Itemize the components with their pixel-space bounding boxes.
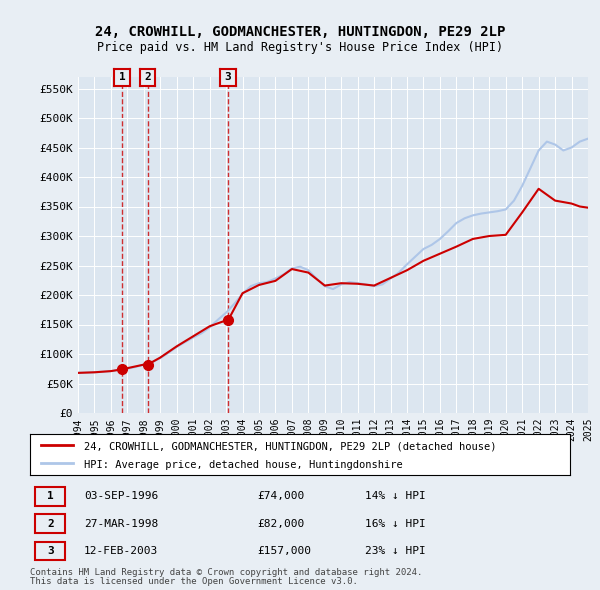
Text: 23% ↓ HPI: 23% ↓ HPI	[365, 546, 425, 556]
Text: 16% ↓ HPI: 16% ↓ HPI	[365, 519, 425, 529]
FancyBboxPatch shape	[35, 514, 65, 533]
FancyBboxPatch shape	[35, 487, 65, 506]
Text: 24, CROWHILL, GODMANCHESTER, HUNTINGDON, PE29 2LP (detached house): 24, CROWHILL, GODMANCHESTER, HUNTINGDON,…	[84, 442, 497, 452]
Text: Contains HM Land Registry data © Crown copyright and database right 2024.: Contains HM Land Registry data © Crown c…	[30, 568, 422, 576]
Text: £74,000: £74,000	[257, 491, 304, 502]
Text: 2: 2	[144, 73, 151, 82]
FancyBboxPatch shape	[35, 542, 65, 560]
Text: 3: 3	[47, 546, 53, 556]
Text: This data is licensed under the Open Government Licence v3.0.: This data is licensed under the Open Gov…	[30, 577, 358, 586]
Text: 14% ↓ HPI: 14% ↓ HPI	[365, 491, 425, 502]
Text: HPI: Average price, detached house, Huntingdonshire: HPI: Average price, detached house, Hunt…	[84, 460, 403, 470]
Text: 03-SEP-1996: 03-SEP-1996	[84, 491, 158, 502]
Text: 12-FEB-2003: 12-FEB-2003	[84, 546, 158, 556]
Text: £157,000: £157,000	[257, 546, 311, 556]
Text: Price paid vs. HM Land Registry's House Price Index (HPI): Price paid vs. HM Land Registry's House …	[97, 41, 503, 54]
Text: £82,000: £82,000	[257, 519, 304, 529]
Text: 27-MAR-1998: 27-MAR-1998	[84, 519, 158, 529]
Text: 2: 2	[47, 519, 53, 529]
Text: 3: 3	[224, 73, 232, 82]
Text: 1: 1	[47, 491, 53, 502]
Text: 1: 1	[119, 73, 125, 82]
Text: 24, CROWHILL, GODMANCHESTER, HUNTINGDON, PE29 2LP: 24, CROWHILL, GODMANCHESTER, HUNTINGDON,…	[95, 25, 505, 40]
